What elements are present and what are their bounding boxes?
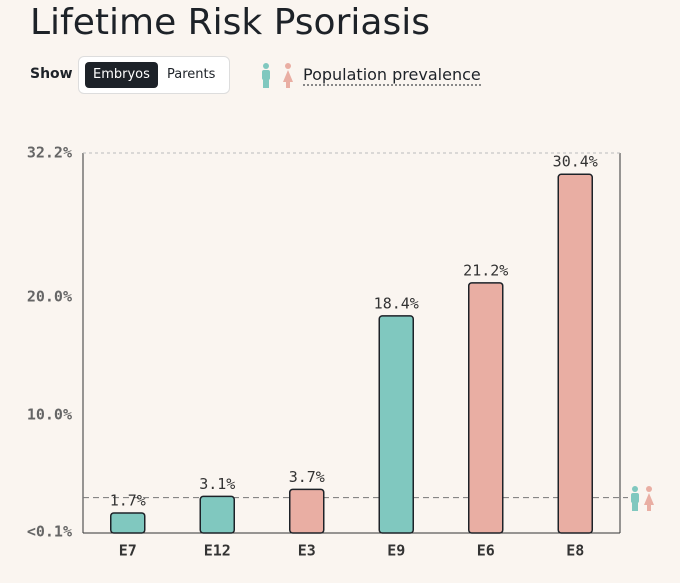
toggle-option[interactable]: Embryos <box>85 62 158 88</box>
bar <box>289 488 325 534</box>
x-tick-label: E8 <box>566 542 584 560</box>
y-tick-label: 20.0% <box>27 287 72 305</box>
value-label: 18.4% <box>374 294 419 312</box>
y-tick-label: <0.1% <box>27 522 72 540</box>
toggle-option[interactable]: Parents <box>167 67 216 82</box>
legend-icons <box>262 63 654 511</box>
bar <box>199 495 235 534</box>
x-tick-label: E9 <box>387 542 405 560</box>
value-label: 3.1% <box>199 475 235 493</box>
value-label: 30.4% <box>553 153 598 171</box>
bar <box>378 315 414 534</box>
bar <box>468 282 504 534</box>
value-label: 3.7% <box>289 468 325 486</box>
show-label: Show <box>30 66 73 82</box>
y-tick-label: 32.2% <box>27 144 72 162</box>
chart-title: Lifetime Risk Psoriasis <box>30 2 430 43</box>
legend-link[interactable]: Population prevalence <box>303 65 481 86</box>
y-tick-label: 10.0% <box>27 405 72 423</box>
x-tick-label: E7 <box>119 542 137 560</box>
x-tick-label: E3 <box>298 542 316 560</box>
toggle: Embryos Parents <box>78 56 230 94</box>
value-label: 1.7% <box>110 491 146 509</box>
x-tick-label: E12 <box>204 542 231 560</box>
bar <box>110 512 146 534</box>
x-tick-label: E6 <box>477 542 495 560</box>
bar <box>557 173 593 534</box>
value-label: 21.2% <box>463 261 508 279</box>
